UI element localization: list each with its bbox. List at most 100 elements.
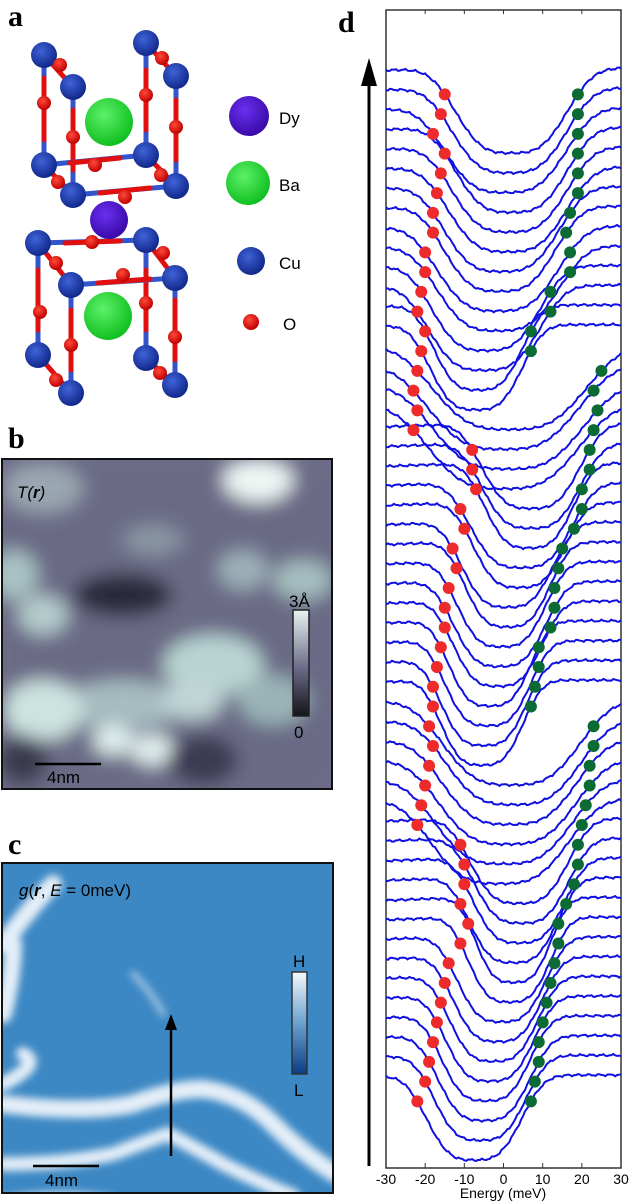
spectrum-curve <box>385 368 622 452</box>
topography-image: T(r) 3Å 0 4nm <box>1 458 333 790</box>
spectrum-curve <box>385 106 622 195</box>
x-tick-label: 20 <box>574 1171 590 1187</box>
x-axis-label: Energy (meV) <box>460 1185 546 1201</box>
positive-gap-marker <box>532 1036 545 1049</box>
negative-gap-marker <box>427 680 439 693</box>
spectrum-curve <box>385 875 622 965</box>
positive-gap-marker <box>524 345 537 358</box>
negative-gap-marker <box>427 206 439 219</box>
negative-gap-marker <box>411 1095 424 1108</box>
conductance-map-title: g(r, E = 0meV) <box>19 881 131 900</box>
gap-edge-markers <box>407 88 608 1108</box>
x-tick-label: 10 <box>535 1171 551 1187</box>
negative-gap-marker <box>430 1016 443 1029</box>
spectrum-curve <box>385 579 622 669</box>
negative-gap-marker <box>438 976 451 989</box>
positive-gap-marker <box>571 838 584 851</box>
positive-gap-marker <box>591 404 604 417</box>
spectrum-curve <box>385 657 622 748</box>
colorbar <box>292 609 310 717</box>
arrow-head-icon <box>165 1014 177 1030</box>
spectrum-curve <box>385 934 622 1024</box>
negative-gap-marker <box>466 463 479 476</box>
spectrum-curve <box>385 894 622 985</box>
arrow-head-icon <box>361 58 377 86</box>
negative-gap-marker <box>462 917 475 930</box>
negative-gap-marker <box>411 404 424 417</box>
negative-gap-marker <box>438 601 451 614</box>
x-tick-label: 30 <box>613 1171 629 1187</box>
spectrum-curve <box>385 481 622 570</box>
negative-gap-marker <box>454 897 467 910</box>
positive-gap-marker <box>548 582 561 595</box>
positive-gap-marker <box>583 779 596 792</box>
negative-gap-marker <box>415 799 428 812</box>
spectrum-curve <box>386 816 622 906</box>
spectrum-curve <box>385 422 622 511</box>
negative-gap-marker <box>458 878 471 891</box>
negative-gap-marker <box>423 1055 436 1068</box>
spectrum-curve <box>385 302 622 392</box>
legend-dy: Dy <box>279 109 300 128</box>
negative-gap-marker <box>454 937 467 950</box>
positive-gap-marker <box>583 463 596 476</box>
colorbar-max-label: H <box>293 952 305 971</box>
spectrum-curve <box>385 599 622 689</box>
spectrum-curve <box>385 322 622 413</box>
spectrum-curve <box>385 125 622 215</box>
scalebar-label: 4nm <box>47 768 80 787</box>
panel-label-a: a <box>8 0 23 33</box>
negative-gap-marker <box>434 108 447 121</box>
spectrum-curve <box>385 720 622 807</box>
spectra-curves <box>385 66 622 1163</box>
positive-gap-marker <box>575 818 588 831</box>
positive-gap-marker <box>528 1075 541 1088</box>
legend-cu: Cu <box>279 254 301 273</box>
ba-atom-icon <box>226 161 270 205</box>
legend-ba: Ba <box>279 176 300 195</box>
spectrum-curve <box>385 165 622 254</box>
positive-gap-marker <box>587 720 600 733</box>
colorbar <box>291 971 308 1075</box>
spectrum-curve <box>385 408 622 491</box>
positive-gap-marker <box>595 364 608 377</box>
positive-gap-marker <box>556 542 569 555</box>
positive-gap-marker <box>532 661 545 674</box>
negative-gap-marker <box>427 226 439 239</box>
spectrum-curve <box>385 954 622 1044</box>
positive-gap-marker <box>564 246 577 259</box>
negative-gap-marker <box>419 266 432 279</box>
positive-gap-marker <box>568 522 580 535</box>
x-axis: -30 -20 -10 0 10 20 30 <box>376 10 629 1187</box>
spectrum-curve <box>385 244 622 333</box>
spectrum-curve <box>385 914 622 1005</box>
positive-gap-marker <box>552 917 565 930</box>
positive-gap-marker <box>587 739 600 752</box>
positive-gap-marker <box>532 1055 545 1068</box>
positive-gap-marker <box>579 799 592 812</box>
panel-label-c: c <box>8 828 22 861</box>
negative-gap-marker <box>466 443 479 456</box>
spectrum-curve <box>385 145 622 234</box>
o-atom-icon <box>243 314 259 330</box>
spectrum-curve <box>385 1052 621 1143</box>
positive-gap-marker <box>548 601 561 614</box>
negative-gap-marker <box>434 996 447 1009</box>
positive-gap-marker <box>544 621 557 634</box>
positive-gap-marker <box>568 878 580 891</box>
negative-gap-marker <box>434 641 447 654</box>
positive-gap-marker <box>532 641 545 654</box>
negative-gap-marker <box>458 858 471 871</box>
positive-gap-marker <box>583 759 596 772</box>
positive-gap-marker <box>575 503 588 516</box>
positive-gap-marker <box>540 996 553 1009</box>
negative-gap-marker <box>407 384 420 397</box>
spectrum-curve <box>385 1073 622 1163</box>
positive-gap-marker <box>571 127 584 140</box>
negative-gap-marker <box>423 720 436 733</box>
negative-gap-marker <box>450 562 463 575</box>
negative-gap-marker <box>430 187 443 200</box>
spectrum-curve <box>385 282 622 373</box>
negative-gap-marker <box>438 147 451 160</box>
panel-label-b: b <box>8 422 25 455</box>
